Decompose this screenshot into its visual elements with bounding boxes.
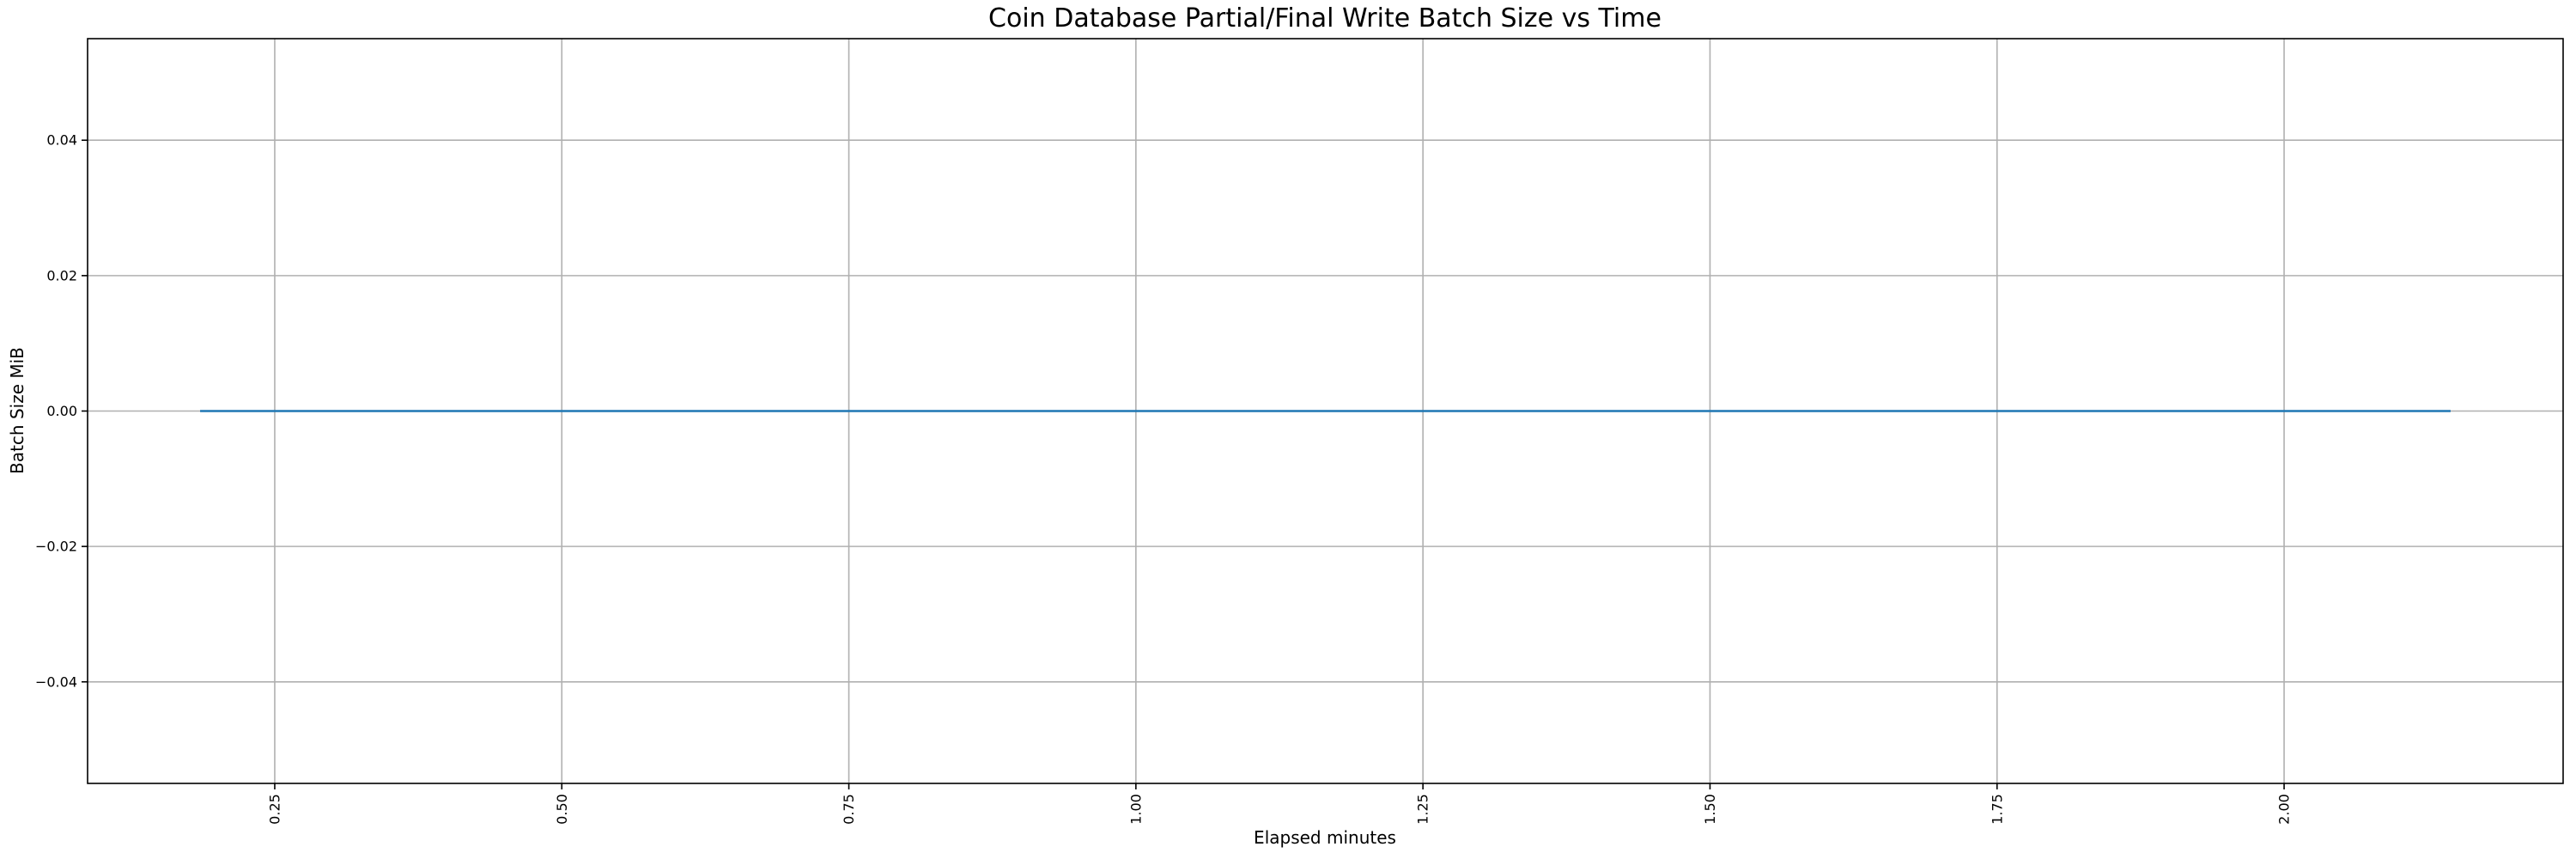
x-tick-label: 1.25 [1415, 794, 1431, 825]
y-tick-label: 0.00 [46, 403, 77, 419]
x-tick-label: 0.50 [554, 794, 570, 825]
x-tick-label: 0.75 [841, 794, 857, 825]
x-tick-label: 1.00 [1127, 794, 1144, 825]
y-tick-label: −0.04 [35, 673, 77, 690]
y-tick-label: −0.02 [35, 539, 77, 555]
y-axis-label: Batch Size MiB [7, 347, 27, 474]
x-tick-label: 1.50 [1702, 794, 1718, 825]
x-tick-label: 1.75 [1989, 794, 2005, 825]
y-tick-label: 0.02 [46, 267, 77, 283]
chart-title: Coin Database Partial/Final Write Batch … [988, 3, 1662, 34]
x-tick-label: 2.00 [2276, 794, 2293, 825]
y-tick-label: 0.04 [46, 132, 77, 149]
x-tick-label: 0.25 [266, 794, 283, 825]
x-axis-label: Elapsed minutes [1254, 827, 1396, 848]
